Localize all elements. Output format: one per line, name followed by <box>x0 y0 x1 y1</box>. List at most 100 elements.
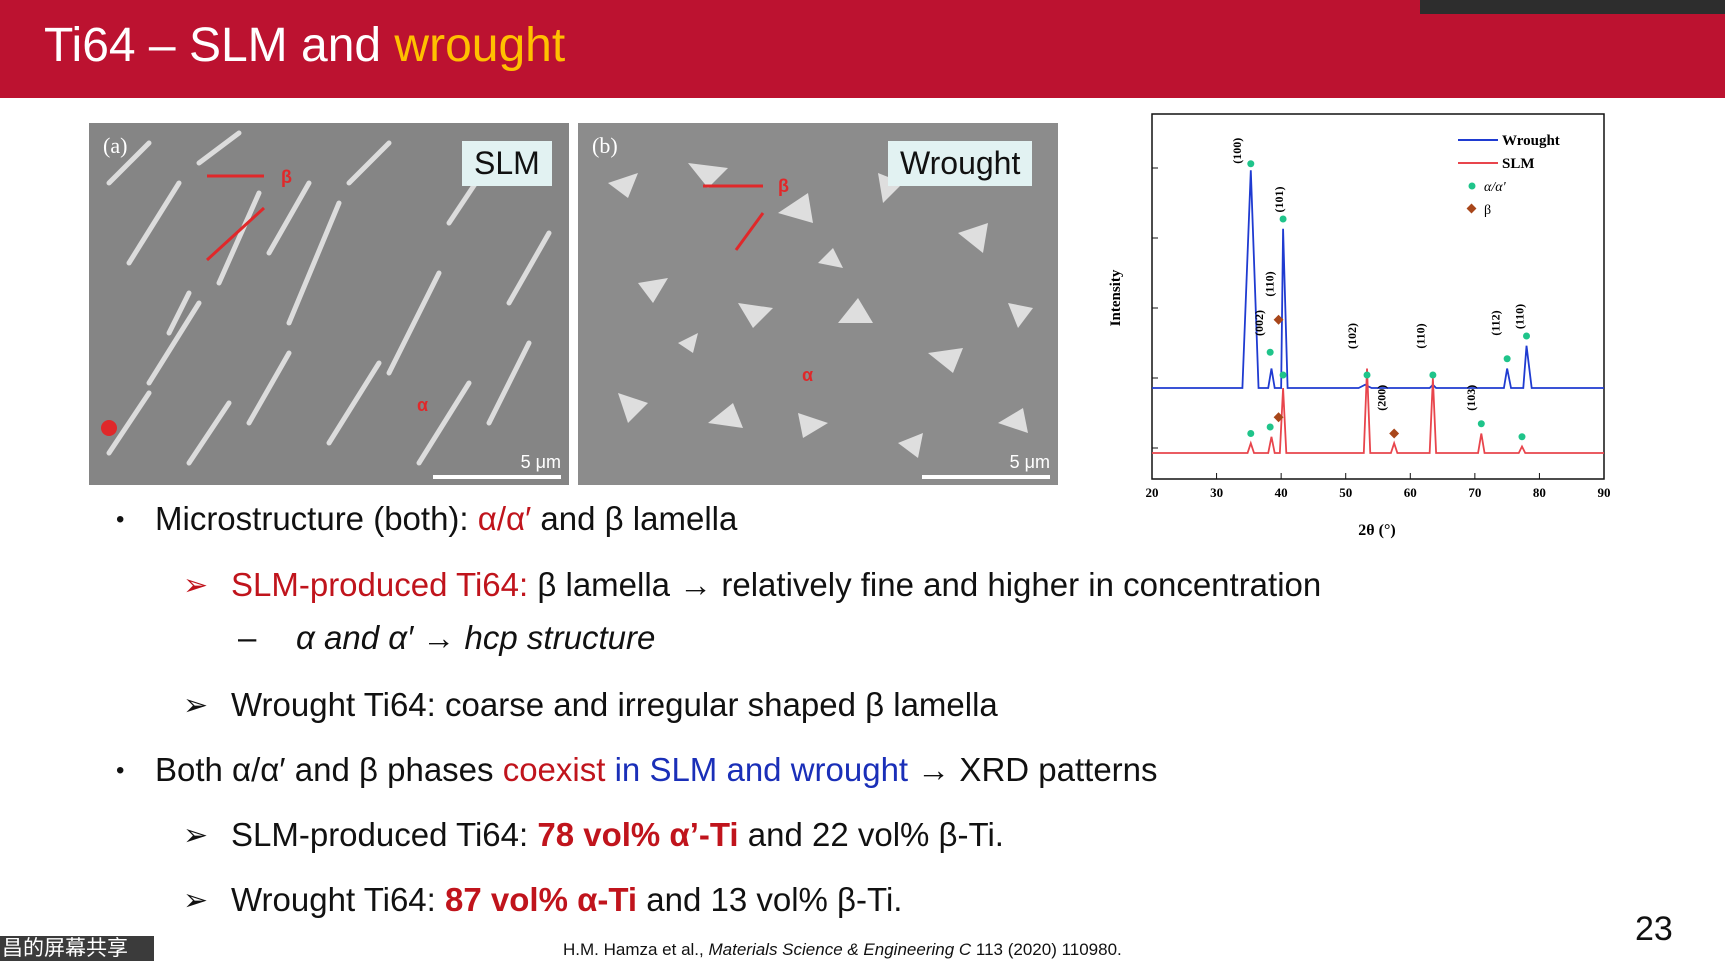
subbullet-slm: SLM-produced Ti64: β lamella → relativel… <box>231 566 1321 604</box>
slm-tag: SLM <box>462 141 552 186</box>
plot-frame <box>1151 113 1605 480</box>
legend-alpha-marker <box>1468 182 1476 190</box>
bullet-blue-text: in SLM and wrought <box>605 751 909 788</box>
scale-line <box>433 475 561 479</box>
alpha-peak-marker <box>1523 332 1531 340</box>
bullet-text: → XRD patterns <box>908 751 1158 788</box>
bullet-text: SLM-produced Ti64: <box>231 816 538 853</box>
scale-label: 5 μm <box>520 452 561 472</box>
title-highlight: wrought <box>394 19 566 72</box>
alpha-peak-marker <box>1503 355 1511 363</box>
alpha-annotation: α <box>802 365 814 385</box>
x-tick-label: 70 <box>1468 485 1481 500</box>
beta-annotation: β <box>281 167 292 187</box>
arrow-bullet-icon: ➢ <box>183 819 209 852</box>
alpha-peak-marker <box>1279 371 1287 379</box>
scale-line <box>922 475 1050 479</box>
scale-bar: 5 μm <box>922 452 1050 479</box>
bullet-phases: Both α/α′ and β phases coexist in SLM an… <box>155 751 1158 789</box>
subbullet-slm-vol: SLM-produced Ti64: 78 vol% α’-Ti and 22 … <box>231 816 1004 854</box>
x-axis-label: 2θ (°) <box>1358 522 1395 539</box>
alpha-peak-marker <box>1477 420 1485 428</box>
peak-label: (102) <box>1345 323 1359 349</box>
citation-details: 113 (2020) 110980. <box>971 940 1122 959</box>
alpha-peak-marker <box>1266 348 1274 356</box>
series-line-wrought <box>1152 170 1604 389</box>
bullet-dot: • <box>116 757 125 784</box>
bullet-red-bold-text: 87 vol% α-Ti <box>445 881 638 918</box>
bullet-red-text: coexist <box>502 751 606 788</box>
x-tick-label: 50 <box>1339 485 1352 500</box>
legend-slm: SLM <box>1502 156 1535 172</box>
citation: H.M. Hamza et al., Materials Science & E… <box>563 940 1122 960</box>
x-tick-label: 40 <box>1275 485 1288 500</box>
slm-micrograph: (a) SLM β α 5 μm <box>89 123 569 485</box>
peak-label: (112) <box>1488 310 1502 335</box>
peak-label: (100) <box>1230 138 1244 164</box>
alpha-peak-marker <box>1247 160 1255 168</box>
peak-label: (110) <box>1512 304 1526 329</box>
alpha-peak-marker <box>1266 423 1274 431</box>
scale-bar: 5 μm <box>433 452 561 479</box>
bullet-text: and 22 vol% β-Ti. <box>738 816 1004 853</box>
wrought-micrograph: (b) Wrought β α 5 μm <box>578 123 1058 485</box>
citation-journal: Materials Science & Engineering C <box>708 940 972 959</box>
dash-icon: – <box>238 619 257 656</box>
page-number: 23 <box>1635 910 1673 948</box>
bullet-red-text: SLM-produced Ti64: <box>231 566 538 603</box>
alpha-peak-marker <box>1518 433 1526 441</box>
legend-wrought: Wrought <box>1502 133 1560 149</box>
wrought-tag: Wrought <box>888 141 1033 186</box>
xrd-chart: Intensity 2θ (°) 20 30 40 50 60 70 80 90 (100) (… <box>1108 113 1611 539</box>
legend-beta-marker <box>1466 203 1477 214</box>
bullet-text: and β lamella <box>531 500 738 537</box>
bullet-text: and 13 vol% β-Ti. <box>637 881 903 918</box>
bullet-text: β lamella → relatively fine and higher i… <box>537 566 1322 603</box>
bullet-red-text: α/α′ <box>477 500 532 537</box>
slide-title: Ti64 – SLM and wrought <box>44 18 565 73</box>
subbullet-wrought: Wrought Ti64: coarse and irregular shape… <box>231 686 998 723</box>
bullet-dot: • <box>116 506 125 533</box>
title-text: Ti64 – SLM and <box>44 19 395 72</box>
legend-beta: β <box>1484 203 1491 218</box>
alpha-peak-marker <box>1247 430 1255 437</box>
screen-share-toolbar <box>1420 0 1725 14</box>
subbullet-wrought-vol: Wrought Ti64: 87 vol% α-Ti and 13 vol% β… <box>231 881 902 919</box>
chart-legend: Wrought SLM α/α' β <box>1458 133 1560 218</box>
peak-label: (103) <box>1464 385 1478 411</box>
alpha-peak-marker <box>1279 215 1287 223</box>
alpha-annotation: α <box>417 395 429 415</box>
beta-annotation: β <box>778 176 789 196</box>
x-tick-label: 80 <box>1533 485 1546 500</box>
arrow-bullet-icon: ➢ <box>183 884 209 917</box>
x-tick-label: 20 <box>1146 485 1159 500</box>
scale-label: 5 μm <box>1009 452 1050 472</box>
alpha-peak-marker <box>1363 371 1371 379</box>
bullet-text: Both α/α′ and β phases <box>155 751 503 788</box>
x-tick-label: 60 <box>1404 485 1417 500</box>
legend-alpha: α/α' <box>1484 180 1507 195</box>
beta-peak-marker <box>1389 428 1400 439</box>
peak-label: (002) <box>1252 310 1266 336</box>
citation-authors: H.M. Hamza et al., <box>563 940 709 959</box>
arrow-bullet-icon: ➢ <box>183 689 209 722</box>
bullet-text: Wrought Ti64: <box>231 881 446 918</box>
bullet-red-bold-text: 78 vol% α’-Ti <box>537 816 739 853</box>
screen-share-label[interactable]: 昌的屏幕共享 <box>0 936 154 961</box>
arrow-bullet-icon: ➢ <box>183 569 209 602</box>
peak-label: (101) <box>1272 187 1286 213</box>
title-bar <box>0 0 1725 98</box>
peak-label: (110) <box>1413 323 1427 348</box>
bullet-text: Microstructure (both): <box>155 500 478 537</box>
alpha-peak-marker <box>1429 371 1437 379</box>
panel-label-b: (b) <box>592 133 618 158</box>
y-axis-label: Intensity <box>1108 269 1124 326</box>
series-line-slm <box>1152 368 1604 454</box>
bullet-microstructure: Microstructure (both): α/α′ and β lamell… <box>155 500 737 538</box>
x-tick-label: 30 <box>1210 485 1223 500</box>
peak-label: (110) <box>1262 271 1276 296</box>
panel-label-a: (a) <box>103 133 128 158</box>
subsubbullet-hcp: α and α′ → hcp structure <box>296 619 656 656</box>
x-tick-label: 90 <box>1598 485 1611 500</box>
peak-label: (200) <box>1375 385 1389 411</box>
